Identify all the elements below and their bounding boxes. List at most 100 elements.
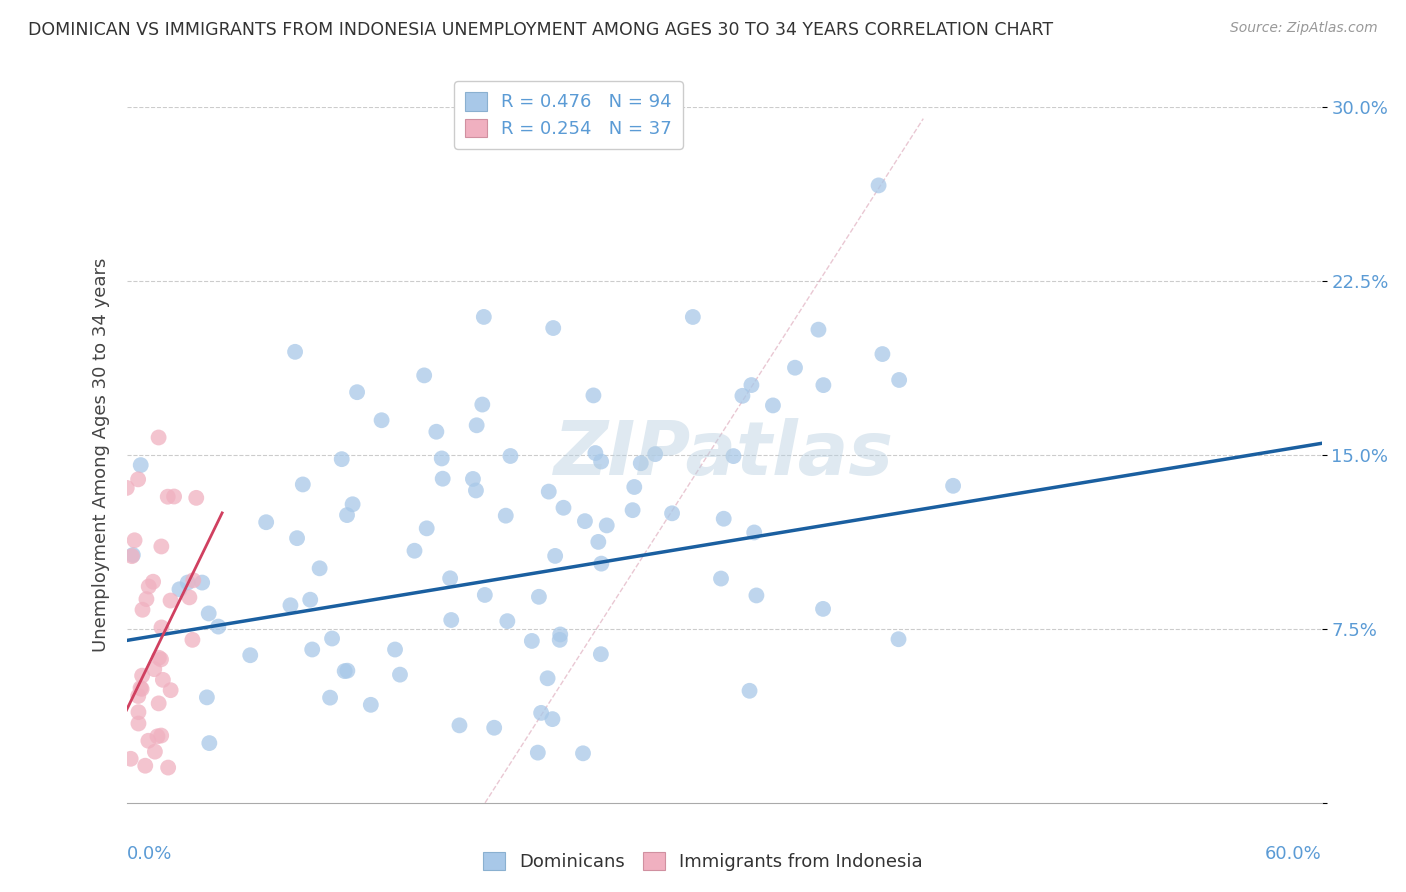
Point: [150, 540, 173, 554]
Point: [301, 642, 323, 657]
Point: [495, 508, 517, 523]
Point: [415, 521, 437, 535]
Point: [169, 582, 191, 597]
Point: [152, 673, 174, 687]
Point: [284, 344, 307, 359]
Point: [582, 388, 605, 402]
Point: [548, 632, 571, 647]
Point: [465, 418, 488, 433]
Point: [868, 178, 890, 193]
Point: [630, 456, 652, 470]
Point: [150, 652, 173, 666]
Point: [150, 620, 173, 634]
Legend: R = 0.476   N = 94, R = 0.254   N = 37: R = 0.476 N = 94, R = 0.254 N = 37: [454, 81, 683, 149]
Point: [127, 472, 149, 486]
Point: [623, 480, 645, 494]
Point: [811, 602, 834, 616]
Point: [740, 378, 762, 392]
Point: [157, 761, 180, 775]
Point: [129, 458, 152, 472]
Point: [239, 648, 262, 663]
Point: [330, 452, 353, 467]
Point: [548, 627, 571, 641]
Point: [127, 689, 149, 703]
Point: [195, 690, 218, 705]
Point: [308, 561, 330, 575]
Point: [254, 515, 277, 529]
Point: [591, 557, 613, 571]
Point: [536, 671, 558, 685]
Point: [661, 506, 683, 520]
Point: [181, 632, 204, 647]
Point: [319, 690, 342, 705]
Point: [574, 514, 596, 528]
Point: [713, 512, 735, 526]
Point: [370, 413, 392, 427]
Point: [176, 575, 198, 590]
Point: [520, 634, 543, 648]
Point: [496, 614, 519, 628]
Point: [120, 752, 142, 766]
Point: [439, 571, 461, 585]
Point: [138, 733, 160, 747]
Point: [156, 490, 179, 504]
Point: [745, 589, 768, 603]
Point: [461, 472, 484, 486]
Point: [783, 360, 806, 375]
Point: [553, 500, 575, 515]
Point: [121, 549, 143, 563]
Point: [471, 398, 494, 412]
Point: [762, 399, 785, 413]
Y-axis label: Unemployment Among Ages 30 to 34 years: Unemployment Among Ages 30 to 34 years: [91, 258, 110, 652]
Point: [425, 425, 447, 439]
Point: [179, 591, 201, 605]
Point: [143, 745, 166, 759]
Point: [127, 705, 149, 719]
Point: [131, 681, 153, 696]
Text: DOMINICAN VS IMMIGRANTS FROM INDONESIA UNEMPLOYMENT AMONG AGES 30 TO 34 YEARS CO: DOMINICAN VS IMMIGRANTS FROM INDONESIA U…: [28, 21, 1053, 38]
Point: [138, 580, 160, 594]
Point: [191, 575, 214, 590]
Point: [131, 668, 153, 682]
Point: [159, 683, 181, 698]
Point: [942, 479, 965, 493]
Point: [143, 662, 166, 676]
Point: [541, 712, 564, 726]
Point: [413, 368, 436, 383]
Point: [336, 664, 359, 678]
Point: [530, 706, 553, 720]
Point: [135, 592, 157, 607]
Point: [596, 518, 619, 533]
Point: [388, 667, 411, 681]
Point: [588, 535, 610, 549]
Point: [499, 449, 522, 463]
Point: [197, 607, 219, 621]
Point: [150, 729, 173, 743]
Point: [404, 543, 426, 558]
Point: [148, 430, 170, 444]
Point: [129, 681, 152, 695]
Point: [813, 378, 835, 392]
Point: [527, 590, 550, 604]
Point: [889, 373, 911, 387]
Point: [430, 451, 453, 466]
Text: 60.0%: 60.0%: [1265, 845, 1322, 863]
Point: [124, 533, 146, 548]
Point: [432, 472, 454, 486]
Text: 0.0%: 0.0%: [127, 845, 172, 863]
Point: [541, 321, 564, 335]
Point: [527, 746, 550, 760]
Point: [291, 477, 314, 491]
Point: [572, 747, 595, 761]
Point: [181, 574, 204, 588]
Point: [159, 593, 181, 607]
Point: [465, 483, 488, 498]
Point: [472, 310, 495, 324]
Point: [280, 599, 302, 613]
Point: [807, 323, 830, 337]
Point: [299, 592, 322, 607]
Point: [342, 497, 364, 511]
Point: [163, 490, 186, 504]
Point: [474, 588, 496, 602]
Point: [537, 484, 560, 499]
